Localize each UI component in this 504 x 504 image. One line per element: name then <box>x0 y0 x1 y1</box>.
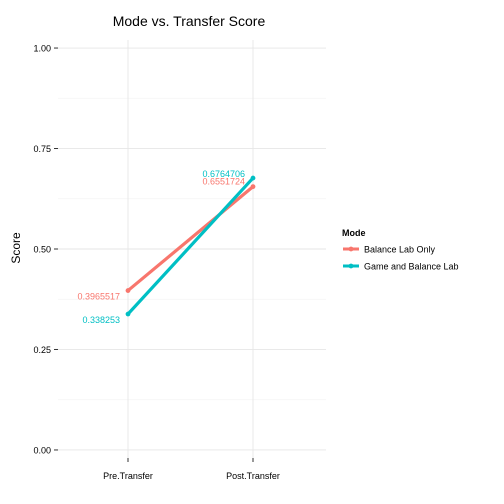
y-tick-label: 0.25 <box>33 345 51 355</box>
data-point <box>125 311 131 317</box>
data-label: 0.338253 <box>82 315 120 325</box>
data-point <box>250 175 256 181</box>
y-tick-label: 0.00 <box>33 445 51 455</box>
series-line <box>126 185 255 292</box>
y-tick-label: 0.50 <box>33 245 51 255</box>
legend-key-point <box>348 246 354 252</box>
x-tick-label: Post.Transfer <box>226 471 280 481</box>
data-label: 0.3965517 <box>77 292 120 302</box>
legend-title: Mode <box>342 228 366 238</box>
x-tick-label: Pre.Transfer <box>103 471 153 481</box>
legend-key-point <box>348 263 354 269</box>
y-axis: 0.00 0.25 0.50 0.75 1.00 <box>33 44 58 455</box>
series-line <box>126 176 255 316</box>
data-point <box>250 184 256 190</box>
legend-label: Game and Balance Lab <box>364 262 459 272</box>
data-labels: 0.3965517 0.6551724 0.338253 0.6764706 <box>77 169 245 325</box>
plot-panel <box>58 40 326 458</box>
legend: Mode Balance Lab Only Game and Balance La… <box>342 228 459 272</box>
chart-title: Mode vs. Transfer Score <box>113 13 266 29</box>
series-layer <box>125 175 256 317</box>
data-point <box>125 288 131 293</box>
data-label: 0.6551724 <box>202 177 245 187</box>
y-tick-label: 0.75 <box>33 144 51 154</box>
data-label: 0.6764706 <box>202 169 245 179</box>
x-axis: Pre.Transfer Post.Transfer <box>103 458 280 481</box>
y-tick-label: 1.00 <box>33 44 51 54</box>
legend-label: Balance Lab Only <box>364 245 436 255</box>
y-axis-title: Score <box>9 232 23 264</box>
